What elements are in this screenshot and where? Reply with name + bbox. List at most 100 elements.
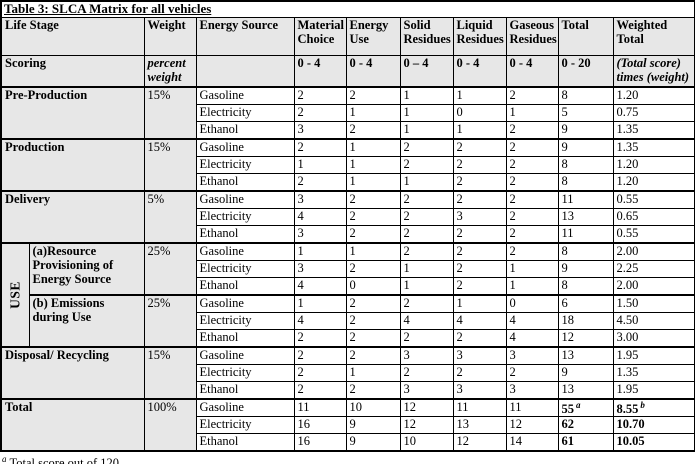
score-cell: 2 — [345, 120, 401, 140]
score-cell: 12 — [399, 415, 454, 434]
life-stage-cell: Delivery — [0, 189, 145, 244]
score-cell: 2 — [505, 224, 559, 244]
score-cell: 2 — [505, 155, 559, 174]
scoring-solid: 0 – 4 — [399, 54, 454, 88]
score-cell: 2 — [293, 363, 347, 382]
table-row: Electricity 4 2 2 3 2 13 0.65 — [1, 207, 695, 226]
weighted-cell: 2.00 — [612, 276, 695, 296]
table-row: Ethanol 4 0 1 2 1 8 2.00 — [1, 276, 695, 296]
table-row: Pre-Production 15% Gasoline 2 2 1 1 2 8 … — [0, 85, 695, 140]
energy-source-cell: Ethanol — [195, 172, 295, 192]
table-row: Electricity 3 2 1 2 1 9 2.25 — [1, 259, 695, 278]
col-header-total: Total — [557, 16, 614, 56]
energy-source-cell: Ethanol — [195, 432, 295, 452]
footnote-marker-b: b — [640, 399, 645, 410]
table-row: Disposal/ Recycling 15% Gasoline 2 2 3 3… — [0, 345, 695, 400]
total-cell: 8 — [557, 276, 614, 296]
score-cell: 3 — [452, 345, 507, 365]
score-cell: 11 — [505, 397, 559, 417]
weight-cell: 5% — [143, 189, 197, 244]
life-stage-cell: (b) Emissions during Use — [28, 293, 145, 348]
score-cell: 4 — [452, 311, 507, 330]
score-cell: 14 — [505, 432, 559, 452]
weighted-value: 8.55 — [616, 401, 639, 416]
score-cell: 1 — [345, 241, 401, 261]
weighted-cell: 1.50 — [612, 293, 695, 313]
weighted-cell: 2.00 — [612, 241, 695, 261]
score-cell: 1 — [345, 137, 401, 157]
total-cell: 9 — [557, 363, 614, 382]
weight-cell: 15% — [143, 137, 197, 192]
energy-source-cell: Ethanol — [195, 380, 295, 400]
score-cell: 1 — [505, 276, 559, 296]
score-cell: 3 — [505, 345, 559, 365]
score-cell: 4 — [293, 276, 347, 296]
energy-source-cell: Ethanol — [195, 276, 295, 296]
scoring-material: 0 - 4 — [293, 54, 347, 88]
scoring-total: 0 - 20 — [557, 54, 614, 88]
score-cell: 2 — [399, 224, 454, 244]
score-cell: 3 — [505, 380, 559, 400]
score-cell: 1 — [452, 85, 507, 105]
score-cell: 0 — [452, 103, 507, 122]
score-cell: 2 — [345, 311, 401, 330]
total-cell: 13 — [557, 380, 614, 400]
footnote-a-marker: a — [2, 453, 7, 464]
weighted-cell: 10.70 — [612, 415, 695, 434]
scoring-row: Scoring percent weight 0 - 4 0 - 4 0 – 4… — [0, 54, 695, 88]
use-vertical-label: USE — [7, 280, 23, 309]
weighted-cell: 8.55 b — [612, 397, 695, 417]
score-cell: 2 — [399, 241, 454, 261]
energy-source-cell: Electricity — [195, 103, 295, 122]
score-cell: 4 — [293, 207, 347, 226]
score-cell: 2 — [505, 120, 559, 140]
score-cell: 2 — [399, 137, 454, 157]
score-cell: 2 — [452, 241, 507, 261]
score-cell: 3 — [293, 189, 347, 209]
total-cell: 11 — [557, 189, 614, 209]
energy-source-cell: Electricity — [195, 363, 295, 382]
col-header-energy-source: Energy Source — [195, 16, 295, 56]
score-cell: 11 — [452, 397, 507, 417]
score-cell: 2 — [505, 85, 559, 105]
table-row: (b) Emissions during Use 25% Gasoline 1 … — [1, 293, 695, 348]
score-cell: 3 — [452, 207, 507, 226]
score-cell: 2 — [345, 259, 401, 278]
total-cell: 8 — [557, 241, 614, 261]
score-cell: 2 — [452, 137, 507, 157]
scoring-energy-use: 0 - 4 — [345, 54, 401, 88]
score-cell: 2 — [293, 328, 347, 348]
header-row: Life Stage Weight Energy Source Material… — [0, 16, 695, 56]
total-cell: 12 — [557, 328, 614, 348]
energy-source-cell: Electricity — [195, 155, 295, 174]
score-cell: 3 — [399, 380, 454, 400]
score-cell: 11 — [293, 397, 347, 417]
scoring-weighted: (Total score) times (weight) — [612, 54, 695, 88]
score-cell: 2 — [345, 328, 401, 348]
score-cell: 2 — [293, 103, 347, 122]
footnote-marker-a: a — [576, 399, 581, 410]
weighted-cell: 1.35 — [612, 120, 695, 140]
score-cell: 12 — [505, 415, 559, 434]
score-cell: 4 — [399, 311, 454, 330]
score-cell: 1 — [345, 103, 401, 122]
table-row: Ethanol 2 1 1 2 2 8 1.20 — [1, 172, 695, 192]
score-cell: 2 — [345, 224, 401, 244]
score-cell: 2 — [345, 85, 401, 105]
footnote-a-text: Total score out of 120 — [9, 455, 120, 464]
energy-source-cell: Gasoline — [195, 241, 295, 261]
score-cell: 2 — [452, 172, 507, 192]
score-cell: 3 — [293, 120, 347, 140]
weighted-cell: 0.55 — [612, 189, 695, 209]
score-cell: 2 — [452, 155, 507, 174]
life-stage-cell: Total — [0, 397, 145, 452]
score-cell: 2 — [399, 328, 454, 348]
score-cell: 2 — [452, 363, 507, 382]
score-cell: 2 — [399, 363, 454, 382]
col-header-energy-use: Energy Use — [345, 16, 401, 56]
score-cell: 2 — [345, 189, 401, 209]
scoring-energy-source — [195, 54, 295, 88]
table-row: Ethanol 3 2 1 1 2 9 1.35 — [1, 120, 695, 140]
score-cell: 1 — [293, 241, 347, 261]
score-cell: 0 — [505, 293, 559, 313]
